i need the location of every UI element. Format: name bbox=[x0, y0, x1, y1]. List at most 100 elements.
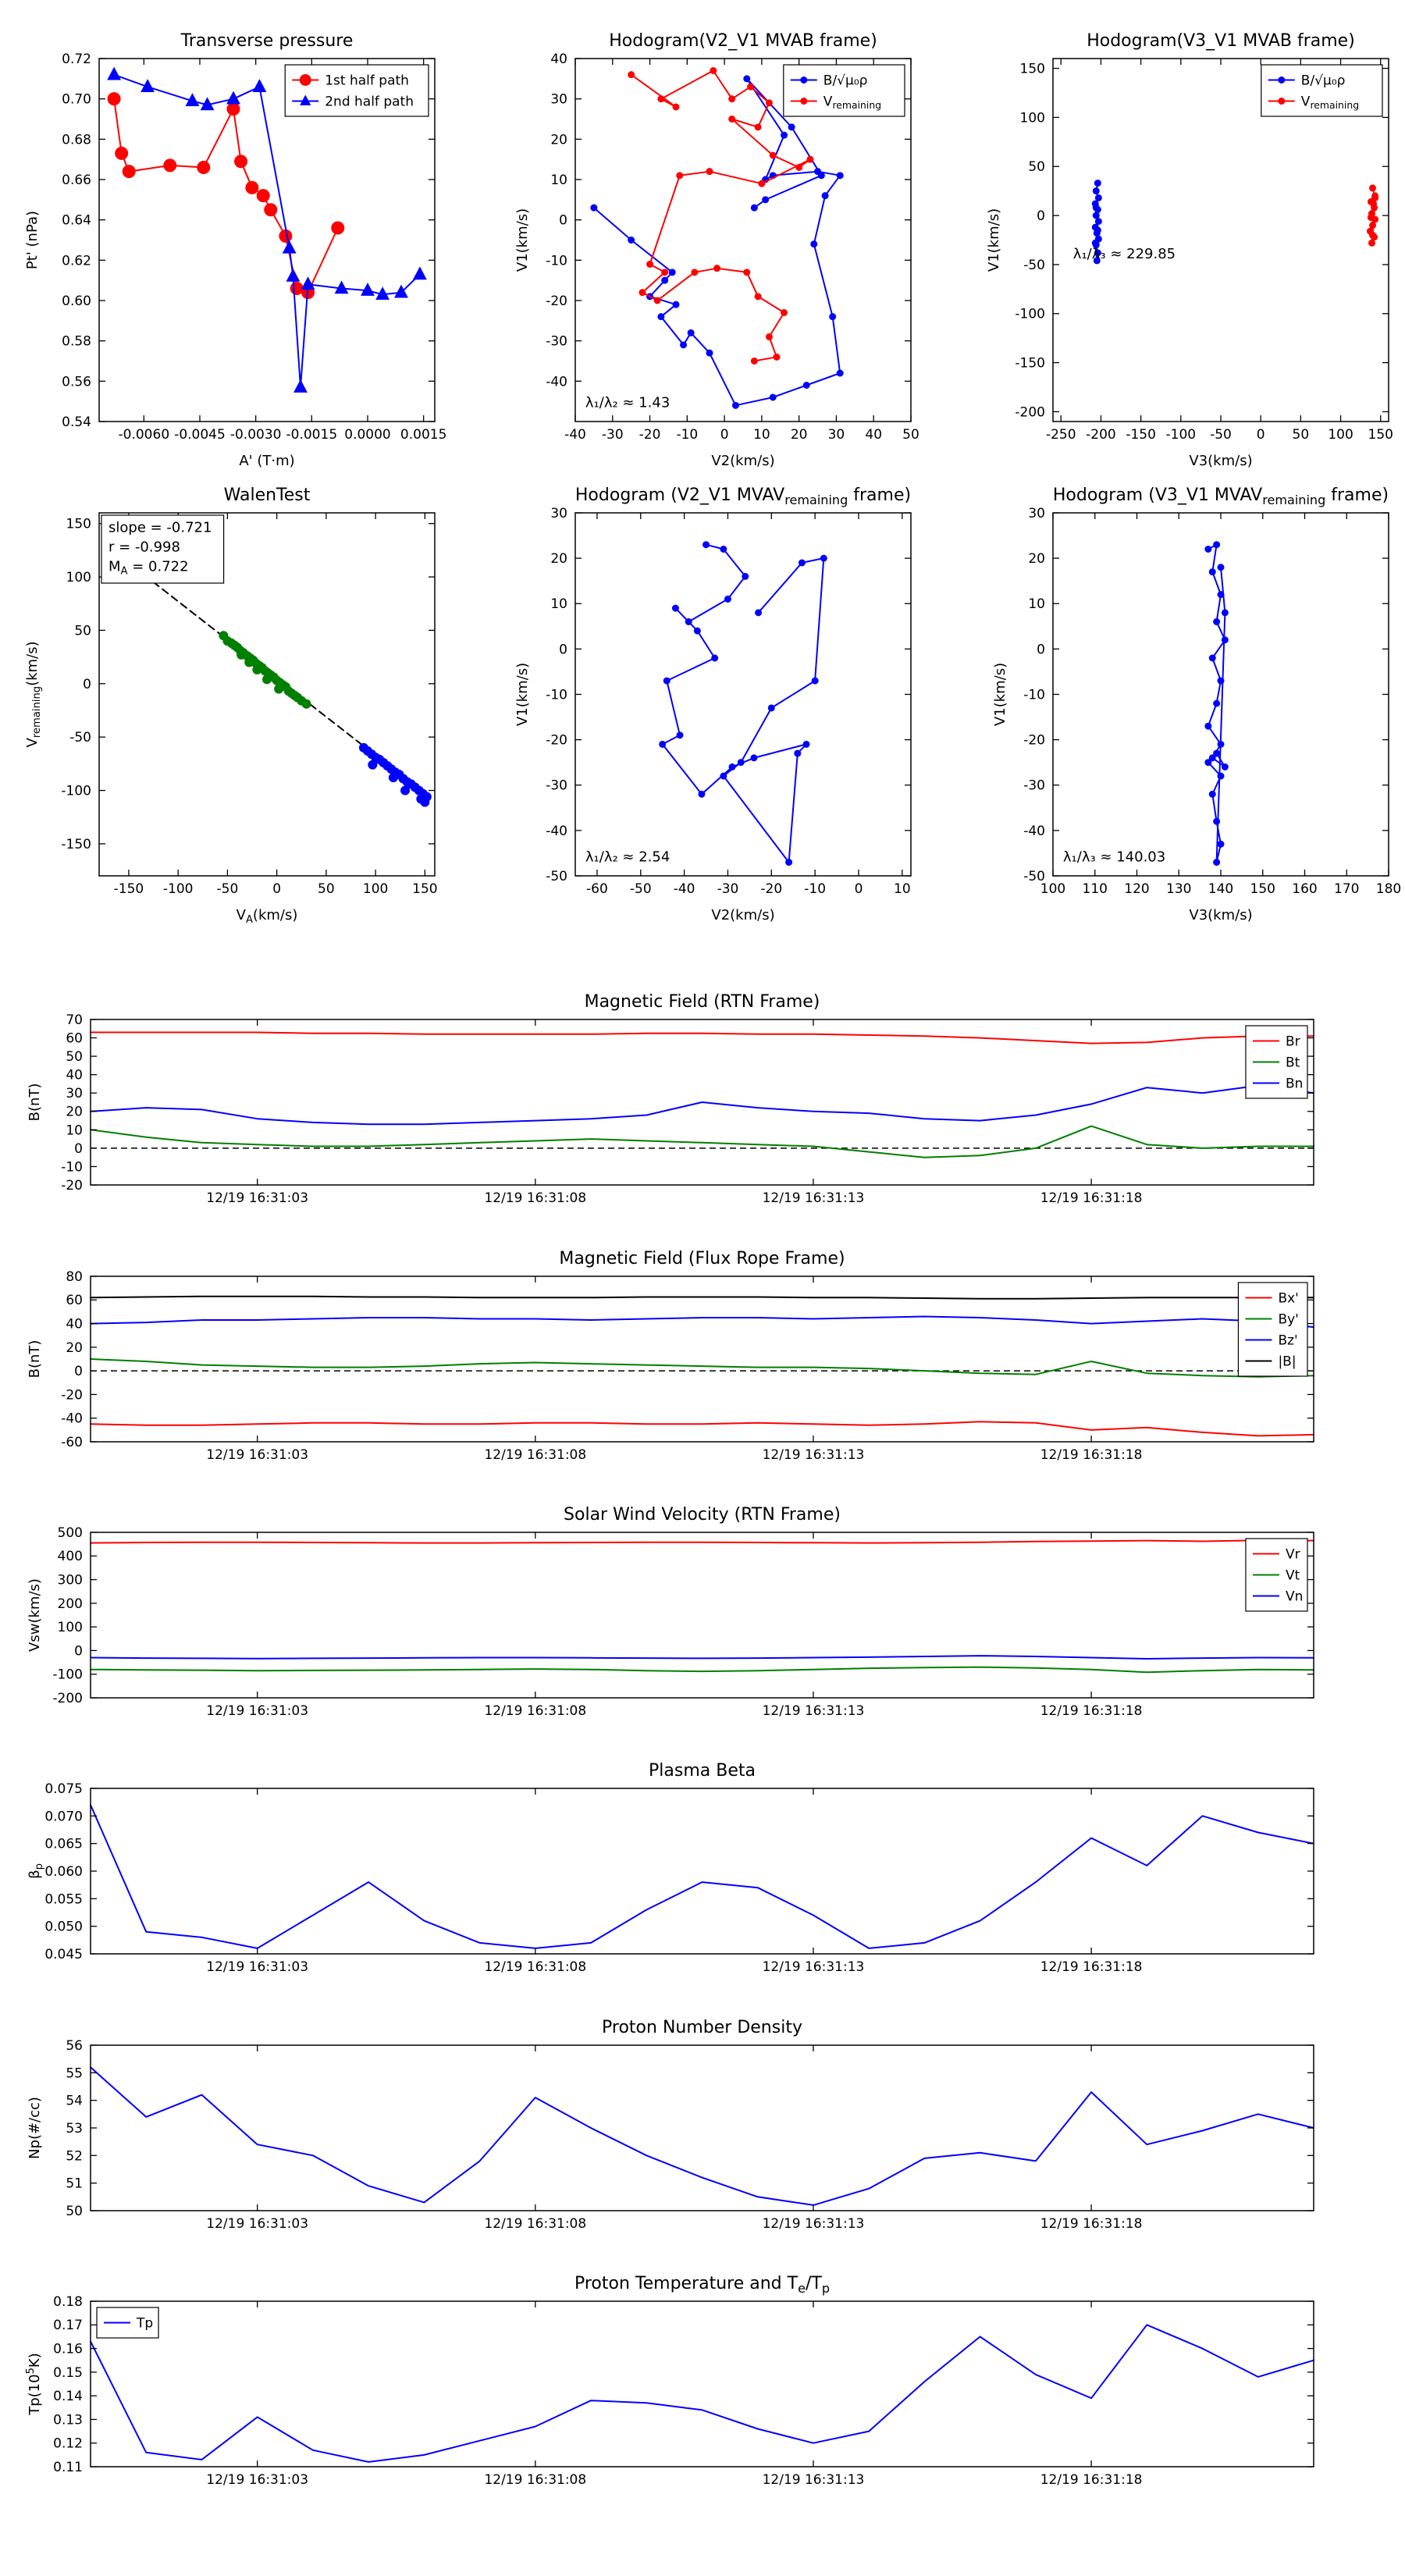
x-tick-label: 130 bbox=[1166, 881, 1191, 897]
chart-vsw: 12/19 16:31:03 12/19 16:31:08 12/19 16:31:… bbox=[27, 1505, 1314, 1719]
y-tick-label: 150 bbox=[66, 517, 91, 532]
series-bt bbox=[90, 1125, 1314, 1158]
x-tick-label: -30 bbox=[602, 427, 624, 443]
legend: Tp bbox=[96, 2307, 159, 2339]
y-tick-label: 0.13 bbox=[53, 2412, 83, 2428]
y-tick-label: 0 bbox=[559, 213, 567, 229]
y-tick-label: 0.060 bbox=[44, 1864, 83, 1880]
y-tick-label: 0.60 bbox=[62, 294, 91, 309]
x-axis-label: VA(km/s) bbox=[237, 907, 298, 926]
x-tick-label: -50 bbox=[217, 881, 239, 897]
legend-label: Vremaining bbox=[1301, 94, 1359, 111]
series-tp-temp bbox=[90, 2324, 1314, 2463]
y-tick-label: 20 bbox=[66, 1340, 83, 1356]
y-tick-label: 20 bbox=[550, 132, 567, 148]
x-tick-label: 120 bbox=[1124, 881, 1149, 897]
y-tick-label: -30 bbox=[546, 778, 567, 794]
x-tick-label: -0.0060 bbox=[119, 427, 170, 443]
annotation-line: MA = 0.722 bbox=[108, 558, 189, 577]
x-tick-label: 12/19 16:31:03 bbox=[206, 1703, 308, 1719]
series-b-hodogram bbox=[659, 541, 827, 866]
legend-label: B/√μ₀ρ bbox=[823, 73, 868, 88]
x-tick-label: 12/19 16:31:08 bbox=[484, 2216, 586, 2232]
y-tick-label: -40 bbox=[1023, 824, 1045, 839]
y-tick-label: 150 bbox=[1020, 62, 1045, 77]
x-tick-label: 170 bbox=[1334, 881, 1359, 897]
y-axis-label: βp bbox=[27, 1863, 45, 1879]
x-tick-label: 40 bbox=[865, 427, 882, 443]
legend-label: Bt bbox=[1286, 1055, 1300, 1070]
chart-title: Transverse pressure bbox=[180, 31, 354, 51]
legend-label: Bn bbox=[1286, 1076, 1303, 1091]
chart-beta: 12/19 16:31:03 12/19 16:31:08 12/19 16:31:… bbox=[27, 1761, 1314, 1975]
x-tick-label: 12/19 16:31:18 bbox=[1040, 1703, 1143, 1719]
legend: Bx' By' Bz' |B| bbox=[1237, 1282, 1308, 1377]
chart-transverse-pressure: -0.0060 -0.0045 -0.0030 -0.0015 0.0000 0.0015… bbox=[24, 31, 446, 469]
y-tick-label: -20 bbox=[1023, 733, 1045, 749]
y-tick-label: 10 bbox=[66, 1123, 83, 1138]
x-tick-label: -200 bbox=[1086, 427, 1116, 443]
x-tick-label: -0.0030 bbox=[230, 427, 282, 443]
x-tick-label: 12/19 16:31:13 bbox=[763, 1190, 865, 1206]
x-tick-label: 12/19 16:31:13 bbox=[763, 1447, 865, 1463]
y-tick-label: 0.15 bbox=[53, 2365, 83, 2381]
y-axis-label: B(nT) bbox=[27, 1340, 43, 1379]
y-tick-label: 20 bbox=[1028, 551, 1045, 567]
y-tick-label: 0.12 bbox=[53, 2436, 83, 2452]
x-tick-label: 12/19 16:31:18 bbox=[1040, 1190, 1143, 1206]
y-tick-label: 0.14 bbox=[53, 2389, 83, 2404]
x-tick-label: -150 bbox=[1126, 427, 1156, 443]
x-tick-label: 12/19 16:31:08 bbox=[484, 1190, 586, 1206]
y-tick-label: 0 bbox=[74, 1141, 83, 1157]
legend-label: Br bbox=[1286, 1034, 1300, 1049]
annotation: λ₁/λ₃ ≈ 140.03 bbox=[1063, 849, 1165, 865]
y-tick-label: 0.065 bbox=[44, 1837, 83, 1852]
series-b-abs bbox=[90, 1295, 1314, 1300]
chart-mag-fluxrope: 12/19 16:31:03 12/19 16:31:08 12/19 16:31:… bbox=[27, 1249, 1314, 1463]
x-tick-label: 12/19 16:31:13 bbox=[763, 2472, 865, 2488]
y-tick-label: 40 bbox=[66, 1068, 83, 1083]
y-tick-label: -150 bbox=[61, 837, 91, 852]
x-tick-label: -60 bbox=[586, 881, 608, 897]
annotation: λ₁/λ₃ ≈ 229.85 bbox=[1073, 246, 1176, 262]
y-tick-label: 0.58 bbox=[62, 334, 91, 350]
series-by-prime bbox=[90, 1358, 1314, 1378]
y-tick-label: 0.17 bbox=[53, 2318, 83, 2333]
series-green-points bbox=[219, 631, 311, 709]
x-axis-label: V3(km/s) bbox=[1189, 907, 1252, 923]
annotation-line: r = -0.998 bbox=[108, 539, 180, 555]
y-tick-label: 0 bbox=[83, 677, 91, 692]
y-tick-label: -10 bbox=[1023, 687, 1045, 703]
y-tick-label: 0.075 bbox=[44, 1781, 83, 1797]
x-tick-label: 10 bbox=[894, 881, 911, 897]
legend-label: By' bbox=[1278, 1311, 1298, 1327]
y-tick-label: 10 bbox=[550, 596, 567, 612]
legend-label: 2nd half path bbox=[325, 94, 414, 109]
legend-label: 1st half path bbox=[325, 73, 409, 88]
y-tick-label: 0.66 bbox=[62, 173, 91, 188]
series-bz-prime bbox=[90, 1315, 1314, 1329]
y-tick-label: 60 bbox=[66, 1293, 83, 1308]
x-tick-label: -0.0045 bbox=[174, 427, 226, 443]
series-vr bbox=[90, 1539, 1314, 1544]
y-tick-label: 0.68 bbox=[62, 132, 91, 148]
x-tick-label: 0 bbox=[720, 427, 729, 443]
y-tick-label: 0 bbox=[74, 1364, 83, 1379]
x-tick-label: 150 bbox=[412, 881, 437, 897]
series-beta-p bbox=[90, 1804, 1314, 1949]
y-axis-label: Tp(105K) bbox=[25, 2353, 43, 2416]
x-tick-label: -10 bbox=[676, 427, 698, 443]
chart-title: Plasma Beta bbox=[649, 1761, 756, 1781]
y-tick-label: 70 bbox=[66, 1012, 83, 1028]
y-axis-label: Vremaining(km/s) bbox=[24, 641, 43, 747]
x-tick-label: 12/19 16:31:13 bbox=[763, 2216, 865, 2232]
y-tick-label: 55 bbox=[66, 2065, 83, 2081]
legend: B/√μ₀ρ Vremaining bbox=[783, 64, 905, 117]
y-tick-label: -150 bbox=[1015, 356, 1045, 372]
x-tick-label: 12/19 16:31:08 bbox=[484, 1703, 586, 1719]
x-tick-label: 50 bbox=[318, 881, 335, 897]
y-tick-label: 200 bbox=[58, 1596, 83, 1612]
legend: Br Bt Bn bbox=[1245, 1025, 1308, 1099]
